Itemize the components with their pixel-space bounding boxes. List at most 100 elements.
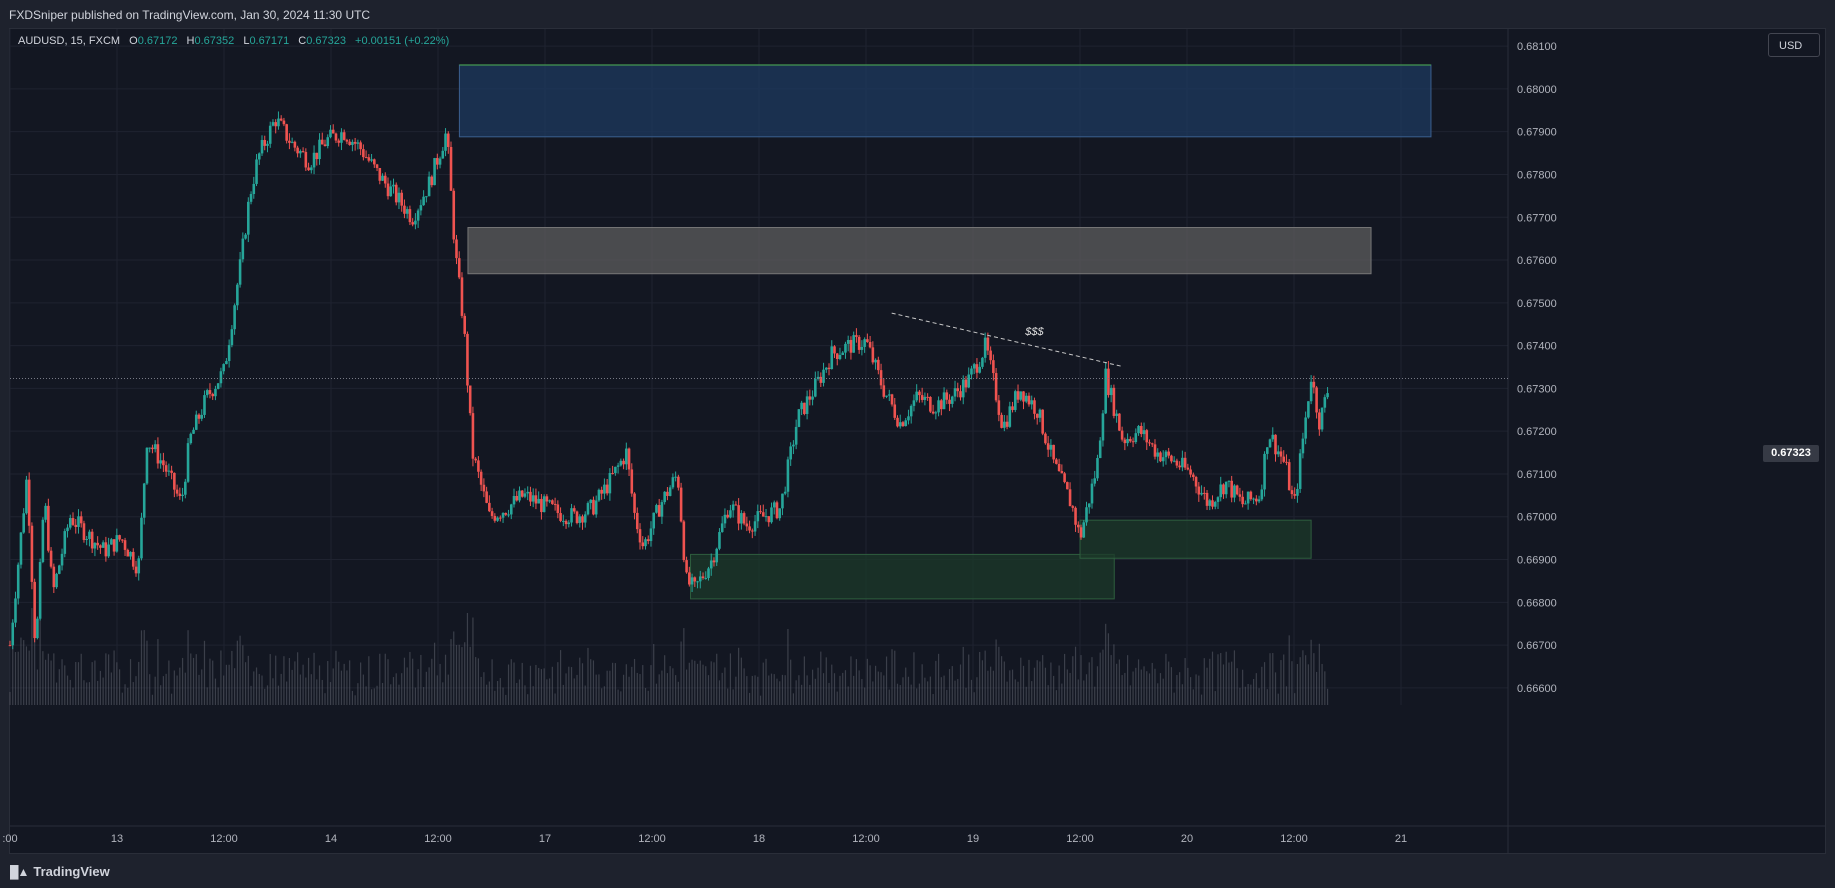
candle-body xyxy=(893,404,897,418)
candle-body xyxy=(811,396,814,400)
volume-bar xyxy=(869,665,871,705)
candle-body xyxy=(299,151,302,154)
volume-bar xyxy=(650,665,652,705)
candle-body xyxy=(655,505,658,513)
candle-body xyxy=(496,517,499,521)
volume-bar xyxy=(647,690,649,705)
candle-body xyxy=(411,222,414,225)
candle-body xyxy=(282,120,286,125)
candle-body xyxy=(622,460,625,465)
volume-bar xyxy=(946,689,948,705)
volume-bar xyxy=(1105,623,1107,705)
candle-body xyxy=(14,598,17,623)
candle-body xyxy=(1013,391,1017,410)
candle-body xyxy=(989,350,992,361)
volume-bar xyxy=(42,651,44,705)
volume-bar xyxy=(129,659,132,705)
candle-body xyxy=(1112,387,1116,416)
candle-body xyxy=(874,359,877,363)
currency-button[interactable]: USD xyxy=(1768,33,1820,57)
y-tick-label: 0.68000 xyxy=(1517,84,1557,96)
candle-body xyxy=(666,491,669,496)
volume-bar xyxy=(384,653,386,705)
candle-body xyxy=(427,176,431,197)
candle-body xyxy=(638,529,642,543)
candle-body xyxy=(82,523,86,540)
volume-bar xyxy=(420,654,422,705)
candle-body xyxy=(241,238,245,260)
candle-body xyxy=(1235,485,1239,495)
volume-bar xyxy=(831,664,833,705)
candle-body xyxy=(266,143,269,146)
volume-bar xyxy=(1146,671,1148,705)
volume-bar xyxy=(99,670,101,705)
volume-bar xyxy=(910,684,912,705)
volume-bar xyxy=(195,654,197,705)
candle-body xyxy=(545,496,549,502)
volume-bar xyxy=(72,687,74,705)
candle-body xyxy=(16,564,20,599)
candle-body xyxy=(1238,494,1242,497)
chart-panel[interactable] xyxy=(9,28,1826,854)
candle-body xyxy=(693,577,697,582)
volume-bar xyxy=(9,691,11,705)
demand-2-zone xyxy=(1079,519,1312,559)
candle-body xyxy=(307,167,310,171)
candle-body xyxy=(657,505,661,517)
candle-body xyxy=(1057,463,1061,472)
candle-body xyxy=(1126,438,1129,444)
candle-body xyxy=(1178,465,1181,468)
volume-bar xyxy=(433,642,436,705)
candle-body xyxy=(537,498,540,504)
candle-body xyxy=(301,151,305,153)
volume-bar xyxy=(927,681,929,705)
volume-bar xyxy=(291,669,293,705)
candle-body xyxy=(227,345,231,362)
candle-body xyxy=(1307,401,1310,418)
candle-body xyxy=(1285,461,1288,463)
candle-body xyxy=(1241,496,1244,505)
volume-bar xyxy=(699,660,701,705)
candle-body xyxy=(1323,397,1327,408)
volume-bar xyxy=(513,662,515,705)
volume-bar xyxy=(765,658,767,705)
candle-body xyxy=(41,519,45,562)
x-tick-label: 12:00 xyxy=(852,833,880,845)
candle-body xyxy=(90,531,94,549)
candle-body xyxy=(1087,503,1091,508)
volume-bar xyxy=(496,681,499,705)
candle-body xyxy=(948,399,951,404)
candle-body xyxy=(1175,460,1179,466)
candle-body xyxy=(460,277,464,316)
volume-bar xyxy=(217,687,219,705)
volume-bar xyxy=(790,659,792,705)
candle-body xyxy=(674,476,677,478)
volume-bar xyxy=(97,680,99,705)
candle-body xyxy=(436,158,439,165)
candle-body xyxy=(1005,421,1009,427)
volume-bar xyxy=(105,653,107,705)
candle-body xyxy=(1033,400,1036,414)
volume-bar xyxy=(1028,659,1030,705)
tradingview-logo[interactable]: █▲ TradingView xyxy=(10,864,110,879)
volume-bar xyxy=(1313,653,1315,705)
candle-body xyxy=(1315,387,1318,413)
volume-bar xyxy=(1022,665,1025,705)
candle-body xyxy=(74,524,78,527)
candle-body xyxy=(1148,442,1151,444)
candle-body xyxy=(915,391,918,401)
candle-body xyxy=(178,493,182,497)
candle-body xyxy=(153,444,157,450)
candle-body xyxy=(1255,498,1258,502)
volume-bar xyxy=(466,612,469,705)
candle-body xyxy=(1107,368,1110,396)
candle-body xyxy=(1142,430,1146,435)
volume-bar xyxy=(1154,668,1156,705)
tradingview-mark-icon: █▲ xyxy=(10,865,29,879)
volume-bar xyxy=(212,660,214,705)
volume-bar xyxy=(491,659,493,705)
candle-body xyxy=(794,426,798,445)
volume-bar xyxy=(987,670,989,705)
candle-body xyxy=(567,522,571,525)
